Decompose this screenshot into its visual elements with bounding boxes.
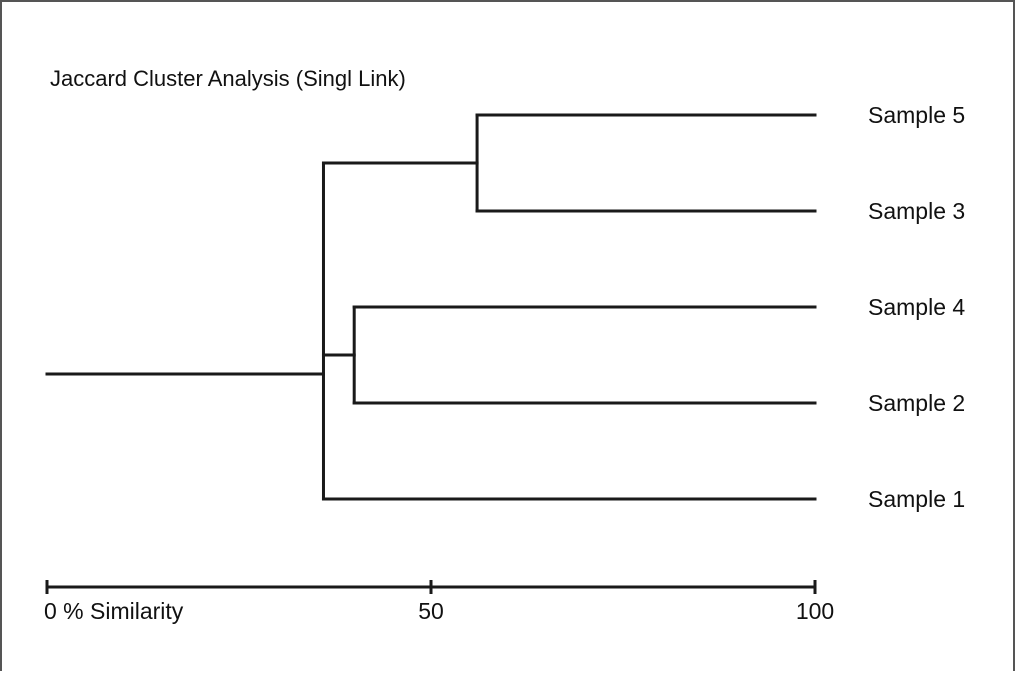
leaf-label-s5: Sample 5 bbox=[868, 102, 965, 128]
leaf-label-s3: Sample 3 bbox=[868, 198, 965, 224]
axis-tick-label-0: 0 % Similarity bbox=[44, 598, 184, 624]
leaf-label-s1: Sample 1 bbox=[868, 486, 965, 512]
leaf-label-s4: Sample 4 bbox=[868, 294, 965, 320]
leaf-label-s2: Sample 2 bbox=[868, 390, 965, 416]
leaf-labels: Sample 5 Sample 3 Sample 4 Sample 2 Sample 1 bbox=[868, 102, 965, 512]
similarity-axis: 0 % Similarity 50 100 bbox=[44, 580, 834, 624]
dendrogram-branches bbox=[45, 113, 817, 501]
chart-title: Jaccard Cluster Analysis (Singl Link) bbox=[50, 66, 406, 91]
axis-tick-label-100: 100 bbox=[796, 598, 834, 624]
axis-tick-label-50: 50 bbox=[418, 598, 444, 624]
